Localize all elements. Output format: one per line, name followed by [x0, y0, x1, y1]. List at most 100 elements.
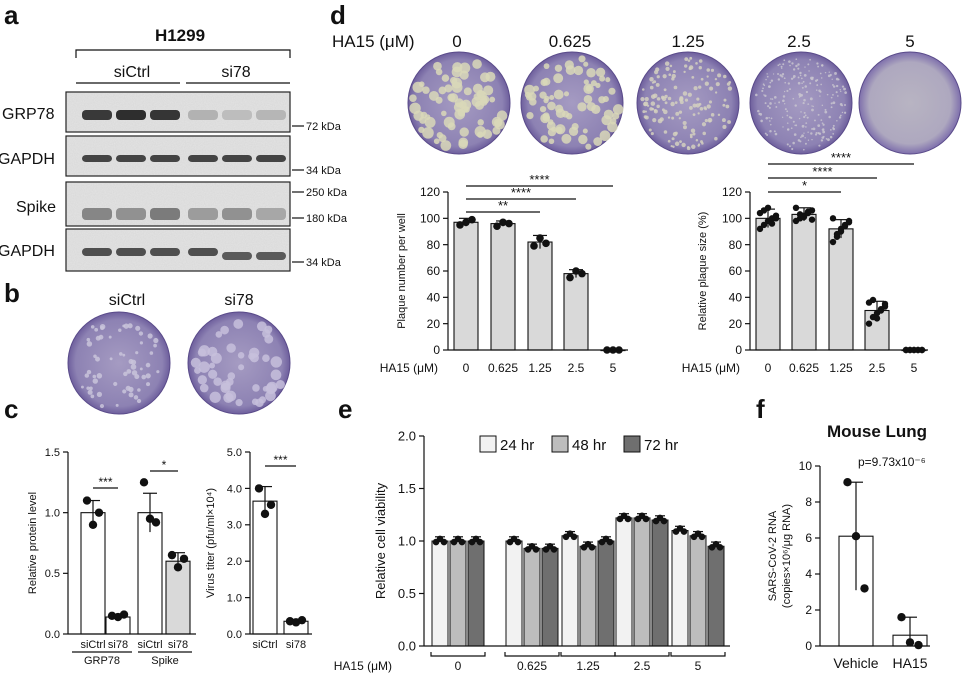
plaque-spot — [838, 116, 842, 119]
plaque-spot — [836, 95, 839, 97]
plaque-spot — [672, 70, 676, 74]
y-axis-title: Virus titer (pfu/ml×10⁴) — [205, 488, 217, 598]
bar-48hr — [449, 540, 467, 647]
plaque-spot — [412, 81, 424, 93]
y-tick-label: 2.0 — [398, 429, 416, 444]
blot-band — [116, 155, 146, 162]
y-tick-label: 0.5 — [398, 586, 416, 601]
data-point — [297, 615, 307, 625]
plaque-spot — [829, 135, 833, 139]
data-point — [173, 563, 183, 572]
plaque-spot — [814, 133, 818, 136]
plaque-spot — [762, 83, 765, 86]
plaque-spot — [108, 335, 112, 339]
plaque-spot — [90, 394, 95, 399]
plaque-spot — [601, 115, 612, 126]
plaque-spot — [700, 77, 704, 81]
plaque-spot — [648, 128, 652, 132]
plaque-spot — [717, 73, 722, 78]
plaque-spot — [769, 81, 772, 84]
plaque-spot — [220, 382, 231, 394]
y-tick-label: 0.0 — [45, 629, 60, 641]
plaque-spot — [612, 104, 624, 115]
plaque-spot — [451, 77, 463, 89]
plaque-spot — [722, 103, 726, 107]
plaque-spot — [586, 68, 596, 78]
data-point — [499, 218, 507, 227]
plaque-spot — [555, 104, 564, 113]
y-tick-label: 120 — [420, 185, 440, 199]
bar — [791, 213, 817, 351]
plaque-spot — [757, 109, 760, 113]
y-axis-title: Relative plaque size (%) — [697, 212, 709, 331]
plaque-spot — [779, 63, 781, 66]
plaque-spot — [698, 85, 702, 89]
data-point — [680, 528, 688, 535]
plaque-spot — [138, 331, 144, 336]
plaque-spot — [582, 128, 588, 134]
x-tick-label: si78 — [108, 639, 128, 651]
plaque-spot — [661, 96, 667, 102]
plaque-spot — [544, 95, 550, 101]
x-tick-label: 5 — [610, 361, 617, 375]
plaque-spot — [698, 59, 703, 63]
plaque-spot — [830, 102, 833, 105]
plaque-spot — [679, 100, 684, 105]
plaque-spot — [599, 130, 611, 142]
plaque-spot — [134, 374, 140, 380]
data-point — [716, 544, 724, 551]
plaque-spot — [769, 130, 772, 133]
plaque-spot — [792, 97, 795, 100]
plaque-spot — [709, 86, 714, 91]
plaque-spot — [689, 133, 693, 137]
plaque-spot — [841, 111, 844, 114]
group-label-grp78: GRP78 — [84, 655, 120, 667]
y-tick-label: 0 — [805, 639, 812, 653]
plaque-spot — [651, 107, 655, 111]
y-tick-label: 20 — [729, 317, 743, 331]
data-point — [768, 220, 776, 227]
plaque-spot — [480, 72, 490, 83]
plaque-spot — [435, 68, 443, 76]
culture-dish — [858, 51, 962, 155]
plaque-spot — [829, 128, 832, 131]
plaque-spot — [809, 82, 812, 85]
x-axis-title: HA15 (μM) — [682, 361, 740, 375]
plaque-spot — [251, 398, 259, 406]
plaque-spot — [643, 101, 649, 107]
plaque-spot — [723, 98, 727, 102]
blot-band — [82, 208, 112, 220]
legend-label: 48 hr — [572, 437, 606, 454]
bar — [563, 273, 589, 351]
plaque-assay-d: HA15 (μM) 0 0.625 1.25 2.5 5 — [332, 32, 962, 155]
significance-label: * — [162, 458, 167, 472]
plaque-spot — [153, 343, 157, 348]
plaque-spot — [563, 91, 570, 97]
plaque-spot — [807, 139, 810, 141]
plaque-spot — [438, 86, 447, 95]
y-tick-label: 1.5 — [398, 481, 416, 496]
x-axis-title: HA15 (μM) — [380, 361, 438, 375]
plaque-spot — [830, 106, 833, 109]
data-point — [82, 496, 92, 505]
x-tick-label: 5 — [695, 659, 702, 673]
plaque-spot — [640, 97, 645, 102]
data-point — [905, 638, 915, 647]
x-tick-label: siCtrl — [80, 639, 105, 651]
culture-dish — [749, 51, 853, 155]
plaque-spot — [782, 99, 785, 103]
blot-band — [150, 110, 180, 120]
plaque-spot — [671, 116, 675, 120]
y-tick-label: 5.0 — [227, 447, 242, 459]
plaque-spot — [812, 105, 814, 108]
plaque-spot — [786, 110, 789, 113]
plaque-spot — [275, 380, 285, 390]
plaque-spot — [605, 77, 611, 83]
plaque-spot — [816, 62, 819, 65]
plaque-spot — [123, 323, 129, 329]
plaque-spot — [723, 74, 727, 79]
plaque-spot — [803, 111, 806, 114]
plaque-spot — [130, 364, 137, 370]
plaque-spot — [565, 65, 576, 75]
plaque-spot — [86, 386, 90, 390]
